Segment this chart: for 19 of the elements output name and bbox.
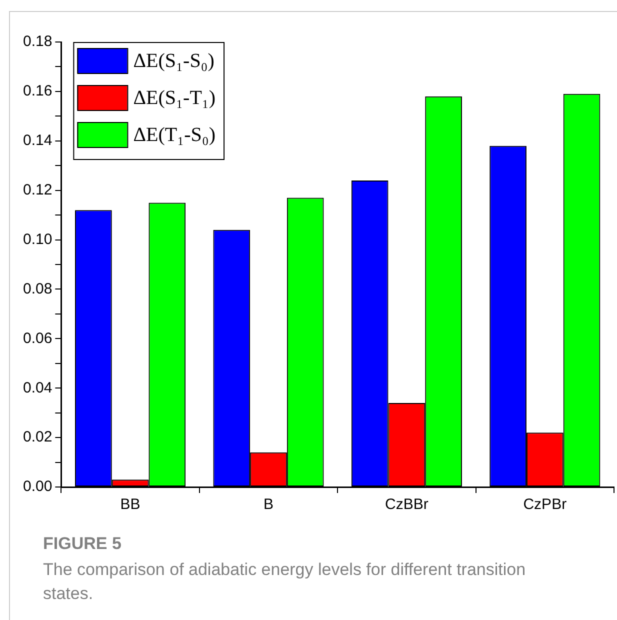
y-tick-label: 0.16: [22, 82, 52, 100]
y-tick-label: 0.00: [22, 478, 52, 496]
y-tick-label: 0.04: [22, 379, 52, 396]
x-tick-label: CzBBr: [385, 496, 428, 514]
y-tick-label: 0.02: [22, 428, 52, 446]
y-tick-label: 0.18: [22, 33, 52, 50]
text: The comparison of adiabatic energy levels for different transition states.: [43, 559, 527, 605]
y-tick-label: 0.10: [22, 230, 52, 248]
legend-label: ΔE(S₁-T₁): [133, 86, 216, 109]
x-tick-label: BB: [120, 496, 140, 514]
y-tick-label: 0.12: [22, 181, 52, 198]
y-tick-label: 0.08: [22, 280, 52, 298]
legend-label: ΔE(T₁-S₀): [133, 124, 216, 146]
caption: FIGURE 5: [43, 534, 122, 554]
x-tick-label: B: [263, 496, 274, 514]
legend-label: ΔE(S₁-S₀): [133, 50, 214, 72]
y-tick-label: 0.14: [22, 132, 52, 150]
y-tick-label: 0.06: [22, 330, 52, 347]
x-tick-label: CzPBr: [523, 496, 567, 514]
